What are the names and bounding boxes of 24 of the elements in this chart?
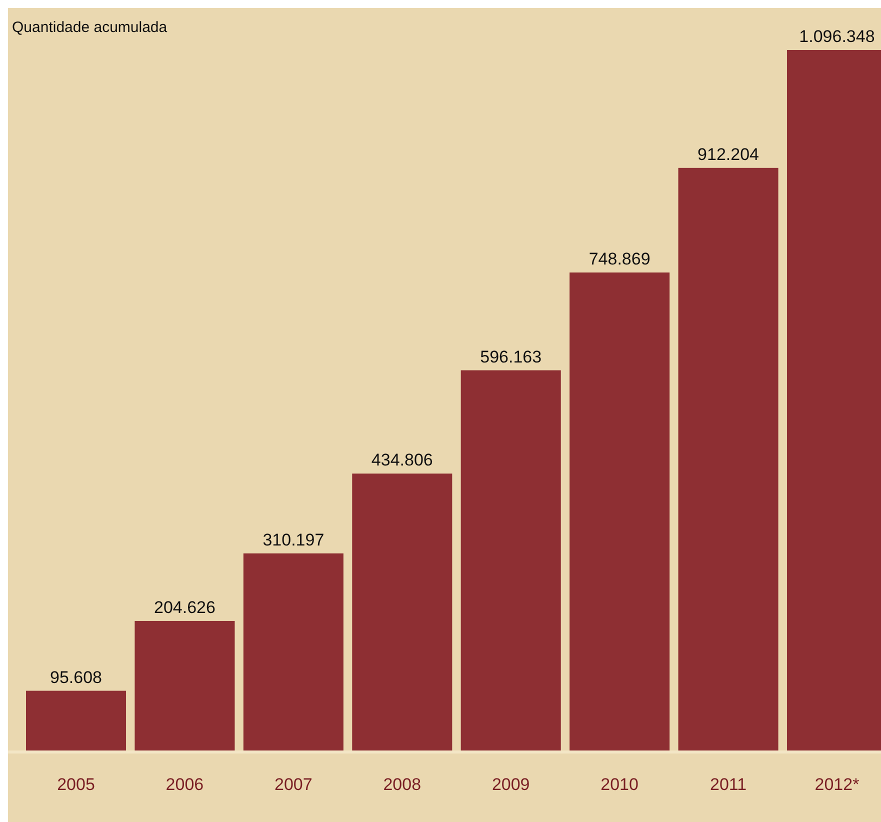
data-label: 596.163: [480, 347, 542, 366]
x-tick-label: 2007: [274, 775, 312, 794]
x-tick-label: 2008: [383, 775, 422, 794]
chart-title: Quantidade acumulada: [12, 19, 168, 36]
bar: [570, 272, 670, 752]
data-label: 1.096.348: [799, 27, 875, 46]
data-label: 912.204: [698, 144, 760, 164]
bar: [678, 168, 778, 752]
bar: [243, 553, 344, 752]
data-label: 748.869: [588, 249, 650, 268]
bar: [460, 370, 561, 752]
x-tick-label: 2011: [710, 775, 747, 794]
x-tick-label: 2009: [492, 775, 530, 794]
x-tick-label: 2005: [57, 775, 95, 794]
data-label: 204.626: [154, 598, 216, 617]
data-label: 434.806: [371, 450, 433, 470]
x-tick-label: 2006: [166, 775, 204, 794]
x-tick-label: 2012*: [814, 775, 860, 794]
data-label: 310.197: [262, 530, 324, 550]
bar: [352, 474, 452, 752]
data-label: 95.608: [50, 668, 102, 687]
bar: [26, 690, 126, 752]
bar: [134, 620, 235, 752]
x-tick-label: 2010: [600, 775, 638, 794]
